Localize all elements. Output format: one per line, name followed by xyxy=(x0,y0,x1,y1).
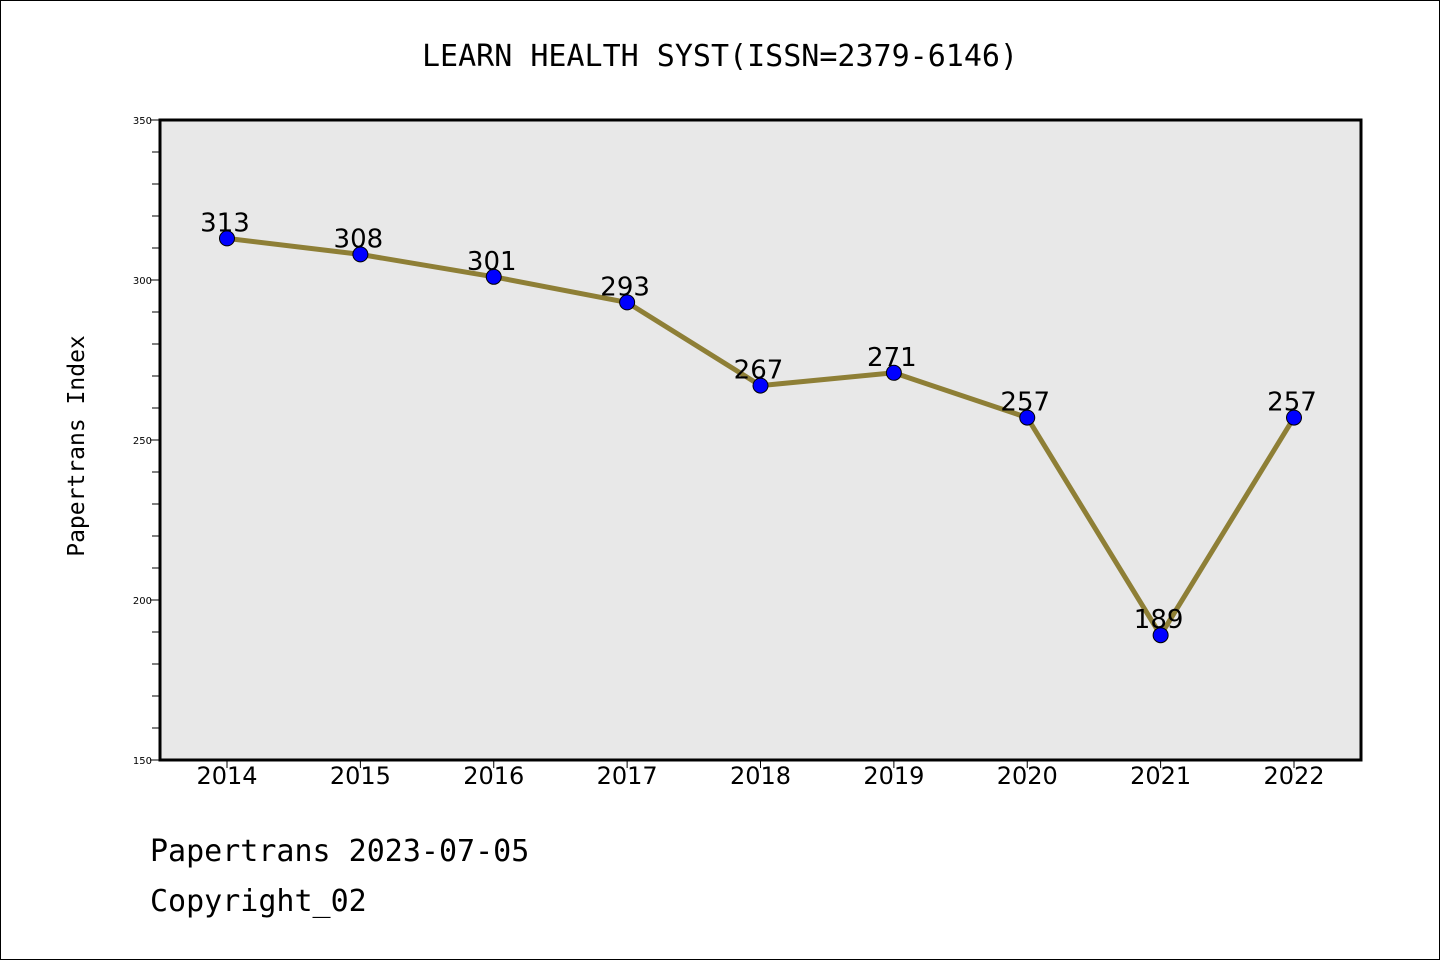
data-label: 301 xyxy=(467,247,517,277)
data-label: 257 xyxy=(1267,388,1317,418)
footer-date: Papertrans 2023-07-05 xyxy=(150,834,530,869)
x-tick-label: 2018 xyxy=(730,762,791,790)
data-label: 271 xyxy=(867,343,917,373)
y-tick-label: 250 xyxy=(133,436,152,447)
data-label: 293 xyxy=(600,272,650,302)
x-tick-label: 2016 xyxy=(463,762,524,790)
plot-border xyxy=(158,118,1363,762)
data-label: 308 xyxy=(334,224,384,254)
data-label: 267 xyxy=(734,356,784,386)
x-tick-label: 2014 xyxy=(196,762,257,790)
data-point xyxy=(485,268,502,285)
y-axis-label: Papertrans Index xyxy=(64,335,90,557)
x-tick-label: 2017 xyxy=(597,762,658,790)
data-point xyxy=(1019,409,1036,426)
y-tick-label: 300 xyxy=(133,276,152,287)
y-tick-label: 150 xyxy=(133,756,152,767)
data-point xyxy=(352,246,369,263)
x-tick-label: 2022 xyxy=(1263,762,1324,790)
data-labels-group: 313 308 301 293 267 271 257 189 257 xyxy=(200,208,1317,635)
data-label: 257 xyxy=(1000,388,1050,418)
plot-area xyxy=(160,120,1361,760)
data-label: 313 xyxy=(200,208,250,238)
data-point xyxy=(619,294,636,311)
chart-title: LEARN HEALTH SYST(ISSN=2379-6146) xyxy=(422,39,1018,74)
footer-copyright: Copyright_02 xyxy=(150,884,367,919)
data-point xyxy=(885,364,902,381)
y-tick-label: 350 xyxy=(133,116,152,127)
data-label: 189 xyxy=(1134,605,1184,635)
data-point xyxy=(219,230,235,247)
x-tick-label: 2015 xyxy=(330,762,391,790)
data-point xyxy=(1286,409,1302,426)
data-point xyxy=(1152,627,1169,644)
data-point xyxy=(752,377,769,394)
x-tick-label: 2021 xyxy=(1130,762,1191,790)
y-tick-label: 200 xyxy=(133,596,152,607)
axis-ticks: 150 200 250 300 350 2014 2015 2016 2017 2018 2019 2… xyxy=(133,116,1325,790)
markers-group xyxy=(219,230,1302,644)
x-tick-label: 2020 xyxy=(997,762,1058,790)
x-tick-label: 2019 xyxy=(863,762,924,790)
